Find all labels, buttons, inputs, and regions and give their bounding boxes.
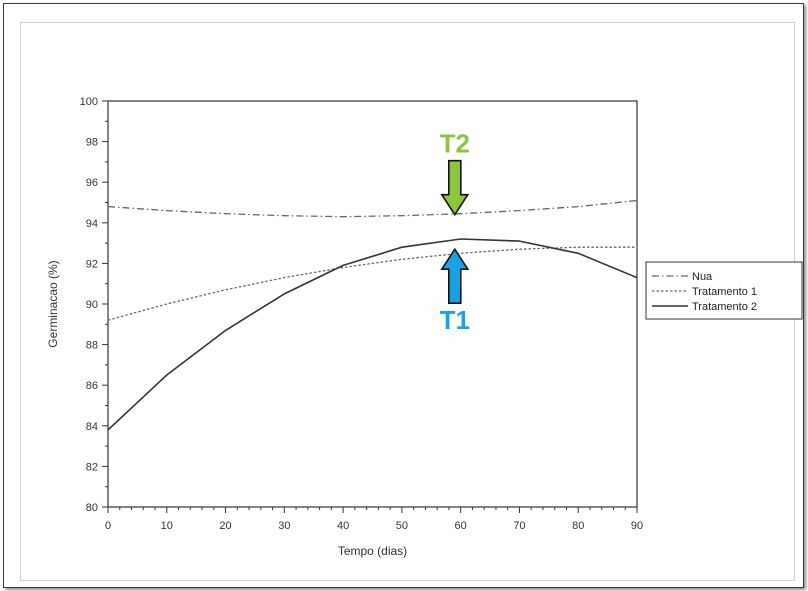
legend-label: Tratamento 2 — [692, 301, 757, 313]
y-tick-label: 82 — [86, 461, 98, 473]
series-line-tratamento-1 — [107, 246, 637, 321]
annotation-label-t2: T2 — [440, 129, 470, 159]
y-tick-label: 92 — [86, 258, 98, 270]
x-tick-label: 70 — [513, 520, 525, 532]
series-line-nua — [107, 199, 638, 218]
x-tick-label: 80 — [572, 520, 584, 532]
y-tick-label: 100 — [80, 96, 98, 108]
y-tick-label: 90 — [86, 299, 98, 311]
y-tick-label: 86 — [86, 380, 98, 392]
annotation-arrow-t2 — [440, 159, 470, 217]
x-tick-label: 30 — [278, 520, 290, 532]
y-tick-label: 88 — [86, 340, 98, 352]
annotation-arrow-t1 — [440, 247, 470, 304]
y-tick-label: 80 — [86, 502, 98, 514]
x-tick-label: 20 — [219, 520, 231, 532]
x-tick-label: 10 — [161, 520, 173, 532]
y-tick-label: 94 — [86, 218, 98, 230]
x-tick-label: 90 — [631, 520, 643, 532]
x-tick-label: 40 — [337, 520, 349, 532]
series-line-tratamento-2 — [107, 238, 638, 431]
annotations: T2 T1 — [440, 129, 470, 336]
y-axis-label: Germinacao (%) — [46, 260, 60, 347]
annotation-label-t1: T1 — [440, 305, 470, 335]
plot-area-border — [107, 100, 638, 508]
legend-label: Tratamento 1 — [692, 286, 757, 298]
y-tick-label: 98 — [86, 137, 98, 149]
y-tick-label: 96 — [86, 177, 98, 189]
series-lines — [107, 199, 638, 431]
axes: 0 10 20 30 40 50 60 70 80 90 80 82 84 86 88 90 92 94 96 98 1… — [46, 96, 643, 558]
x-tick-label: 50 — [396, 520, 408, 532]
y-tick-label: 84 — [86, 421, 98, 433]
x-tick-label: 0 — [105, 520, 111, 532]
legend-label: Nua — [692, 271, 713, 283]
legend: Nua Tratamento 1 Tratamento 2 — [645, 261, 803, 320]
x-tick-label: 60 — [455, 520, 467, 532]
x-axis-label: Tempo (dias) — [338, 544, 407, 558]
